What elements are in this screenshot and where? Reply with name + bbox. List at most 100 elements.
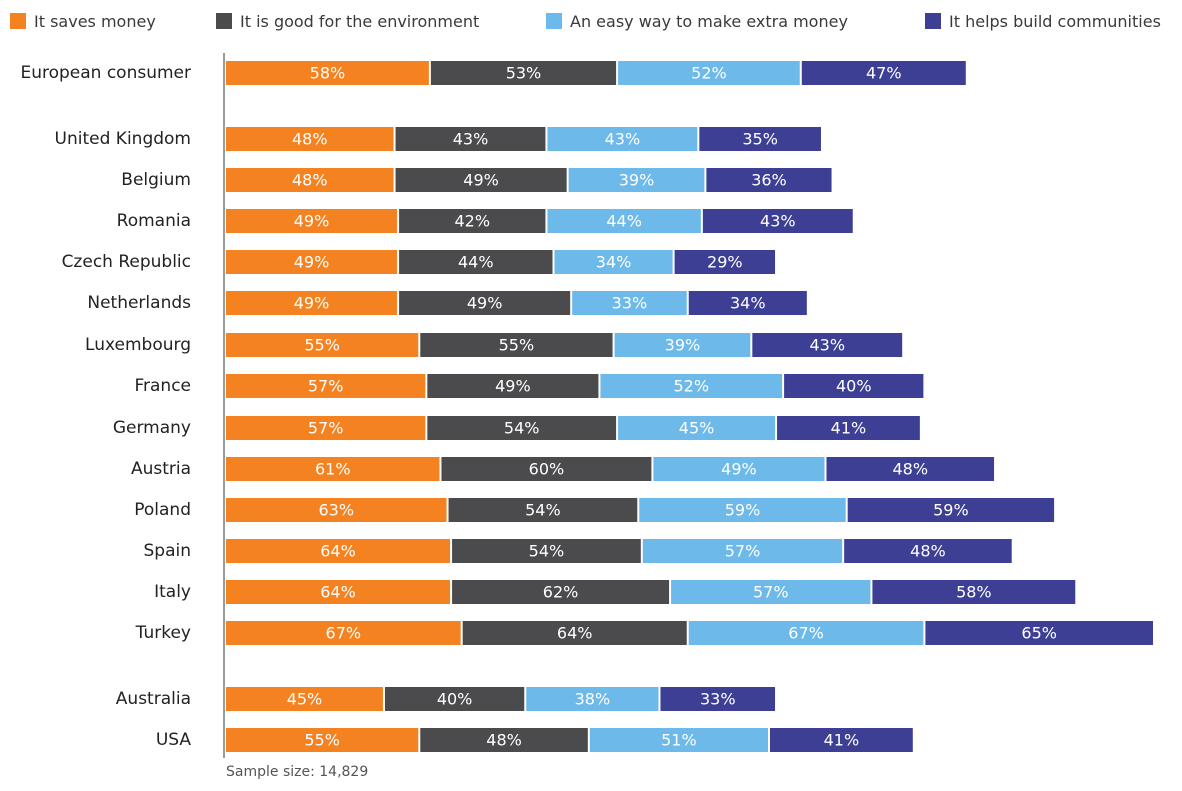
data-label: 63% [318, 501, 354, 520]
data-label: 42% [454, 212, 490, 231]
data-label: 49% [294, 212, 330, 231]
bar-segment [872, 580, 1076, 604]
bar-segment [226, 580, 451, 604]
data-label: 40% [437, 690, 473, 709]
bar-segment [844, 539, 1012, 563]
bar-segment [226, 374, 426, 398]
bar-segment [699, 127, 821, 151]
data-label: 35% [742, 130, 778, 149]
data-label: 58% [956, 583, 992, 602]
bar-segment [226, 61, 429, 85]
data-label: 45% [679, 419, 715, 438]
legend-item-environment: It is good for the environment [216, 10, 479, 32]
bar-segment [554, 250, 673, 274]
data-label: 39% [619, 171, 655, 190]
data-label: 57% [753, 583, 789, 602]
bar-segment [688, 291, 807, 315]
category-label: Poland [134, 500, 191, 520]
data-label: 52% [673, 377, 709, 396]
category-label: Netherlands [87, 293, 191, 313]
data-label: 58% [310, 64, 346, 83]
bar-segment [441, 457, 652, 481]
bar-segment [642, 539, 843, 563]
bar-segment [568, 168, 705, 192]
data-label: 67% [788, 624, 824, 643]
data-label: 33% [612, 294, 648, 313]
bar-segment [847, 498, 1055, 522]
data-label: 43% [453, 130, 489, 149]
bar-segment [777, 416, 920, 440]
bar-segment [384, 687, 525, 711]
legend-label-extra-money: An easy way to make extra money [570, 11, 848, 31]
bar-segment [226, 168, 394, 192]
bar-segment [702, 209, 853, 233]
legend-swatch-extra-money [546, 13, 562, 29]
data-label: 49% [721, 460, 757, 479]
data-label: 49% [495, 377, 531, 396]
bar-segment [688, 621, 924, 645]
data-label: 55% [499, 336, 535, 355]
bar-segment [399, 291, 571, 315]
data-label: 34% [596, 253, 632, 272]
bar-segment [226, 687, 383, 711]
bar-segment [226, 127, 394, 151]
data-label: 49% [294, 253, 330, 272]
bar-segment [395, 168, 567, 192]
bar-segment [226, 621, 461, 645]
data-label: 33% [700, 690, 736, 709]
data-label: 43% [809, 336, 845, 355]
bar-segment [589, 728, 768, 752]
data-label: 43% [760, 212, 796, 231]
data-label: 29% [707, 253, 743, 272]
category-label: European consumer [20, 63, 191, 83]
bar-segment [618, 61, 800, 85]
data-label: 45% [287, 690, 323, 709]
data-label: 55% [304, 731, 340, 750]
bar-segment [547, 209, 701, 233]
bar-segment [614, 333, 751, 357]
data-label: 47% [866, 64, 902, 83]
bar-segment [226, 457, 440, 481]
bar-segment [427, 416, 617, 440]
category-label: France [134, 376, 191, 396]
bar-segment [600, 374, 783, 398]
bar-segment [653, 457, 825, 481]
data-label: 61% [315, 460, 351, 479]
legend-label-communities: It helps build communities [949, 11, 1161, 31]
data-label: 59% [933, 501, 969, 520]
bar-segment [671, 580, 871, 604]
data-label: 49% [294, 294, 330, 313]
data-label: 40% [836, 377, 872, 396]
bar-segment [826, 457, 995, 481]
data-label: 48% [486, 731, 522, 750]
bar-segment [618, 416, 776, 440]
sample-size-note: Sample size: 14,829 [226, 764, 369, 780]
category-label: Romania [117, 211, 191, 231]
data-label: 41% [831, 419, 867, 438]
chart-legend: It saves money It is good for the enviro… [0, 0, 1182, 40]
data-label: 57% [308, 419, 344, 438]
data-label: 48% [292, 171, 328, 190]
data-label: 49% [467, 294, 503, 313]
data-label: 48% [292, 130, 328, 149]
data-label: 34% [730, 294, 766, 313]
bar-segment [448, 498, 638, 522]
bar-segment [226, 728, 419, 752]
category-label: Spain [144, 541, 192, 561]
legend-item-communities: It helps build communities [925, 10, 1161, 32]
bar-segment [226, 416, 426, 440]
legend-item-saves-money: It saves money [10, 10, 156, 32]
legend-swatch-environment [216, 13, 232, 29]
bar-segment [752, 333, 903, 357]
data-label: 59% [725, 501, 761, 520]
bar-segment [399, 209, 546, 233]
category-label: Czech Republic [62, 252, 191, 272]
bar-segment [639, 498, 846, 522]
bar-segment [226, 209, 398, 233]
bar-segment [399, 250, 553, 274]
category-label: Belgium [121, 170, 191, 190]
data-label: 51% [661, 731, 697, 750]
bar-segment [572, 291, 687, 315]
category-label: Luxembourg [85, 335, 191, 355]
